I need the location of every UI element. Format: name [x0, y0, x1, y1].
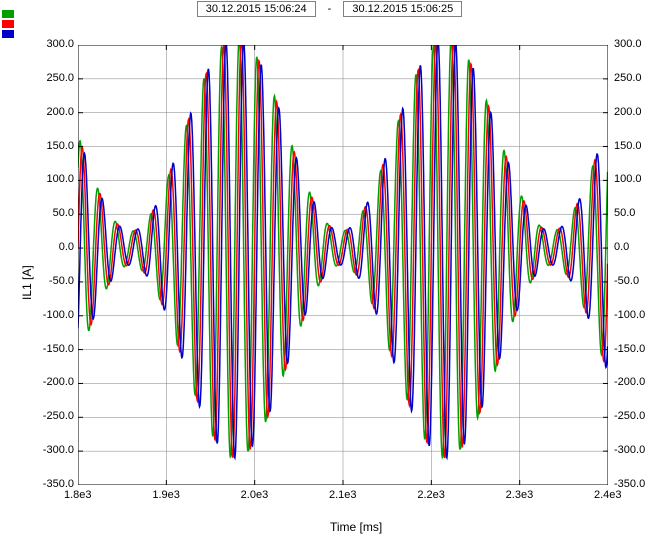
y-tick-label: -50.0 — [49, 275, 74, 287]
timestamp-end: 30.12.2015 15:06:25 — [343, 1, 462, 17]
y-tick-label-right: 50.0 — [614, 207, 635, 219]
legend-swatch — [2, 30, 14, 38]
y-axis-label: IL1 [A] — [20, 265, 34, 300]
timestamp-start: 30.12.2015 15:06:24 — [197, 1, 316, 17]
y-tick-label-right: -100.0 — [614, 309, 645, 321]
x-tick-label: 2.1e3 — [329, 489, 357, 501]
y-tick-label-right: 200.0 — [614, 106, 642, 118]
x-tick-label: 2.0e3 — [241, 489, 269, 501]
x-tick-label: 2.2e3 — [417, 489, 445, 501]
x-tick-label: 1.9e3 — [152, 489, 180, 501]
y-tick-label-right: 150.0 — [614, 140, 642, 152]
legend-swatch — [2, 20, 14, 28]
y-tick-label: -300.0 — [43, 444, 74, 456]
y-tick-label-right: 100.0 — [614, 173, 642, 185]
x-tick-label: 2.3e3 — [506, 489, 534, 501]
y-tick-label: -250.0 — [43, 410, 74, 422]
y-tick-label-right: -300.0 — [614, 444, 645, 456]
y-tick-label-right: -150.0 — [614, 343, 645, 355]
y-tick-label-right: -250.0 — [614, 410, 645, 422]
y-tick-label-right: 0.0 — [614, 241, 629, 253]
y-tick-label: 50.0 — [53, 207, 74, 219]
x-tick-label: 1.8e3 — [64, 489, 92, 501]
y-tick-label: 150.0 — [46, 140, 74, 152]
y-tick-label: 250.0 — [46, 72, 74, 84]
y-tick-label: 100.0 — [46, 173, 74, 185]
x-axis-label: Time [ms] — [330, 520, 382, 534]
time-range-header: 30.12.2015 15:06:24 - 30.12.2015 15:06:2… — [0, 0, 659, 18]
y-tick-label-right: 250.0 — [614, 72, 642, 84]
timestamp-separator: - — [328, 3, 332, 15]
y-tick-label: -150.0 — [43, 343, 74, 355]
y-tick-label: 0.0 — [59, 241, 74, 253]
y-tick-label: 200.0 — [46, 106, 74, 118]
x-tick-label: 2.4e3 — [594, 489, 622, 501]
y-tick-label: -200.0 — [43, 376, 74, 388]
legend-swatch — [2, 10, 14, 18]
y-tick-label-right: -200.0 — [614, 376, 645, 388]
y-tick-label-right: -50.0 — [614, 275, 639, 287]
y-tick-label: 300.0 — [46, 38, 74, 50]
y-tick-label: -100.0 — [43, 309, 74, 321]
oscilloscope-chart — [78, 45, 608, 485]
y-tick-label-right: 300.0 — [614, 38, 642, 50]
